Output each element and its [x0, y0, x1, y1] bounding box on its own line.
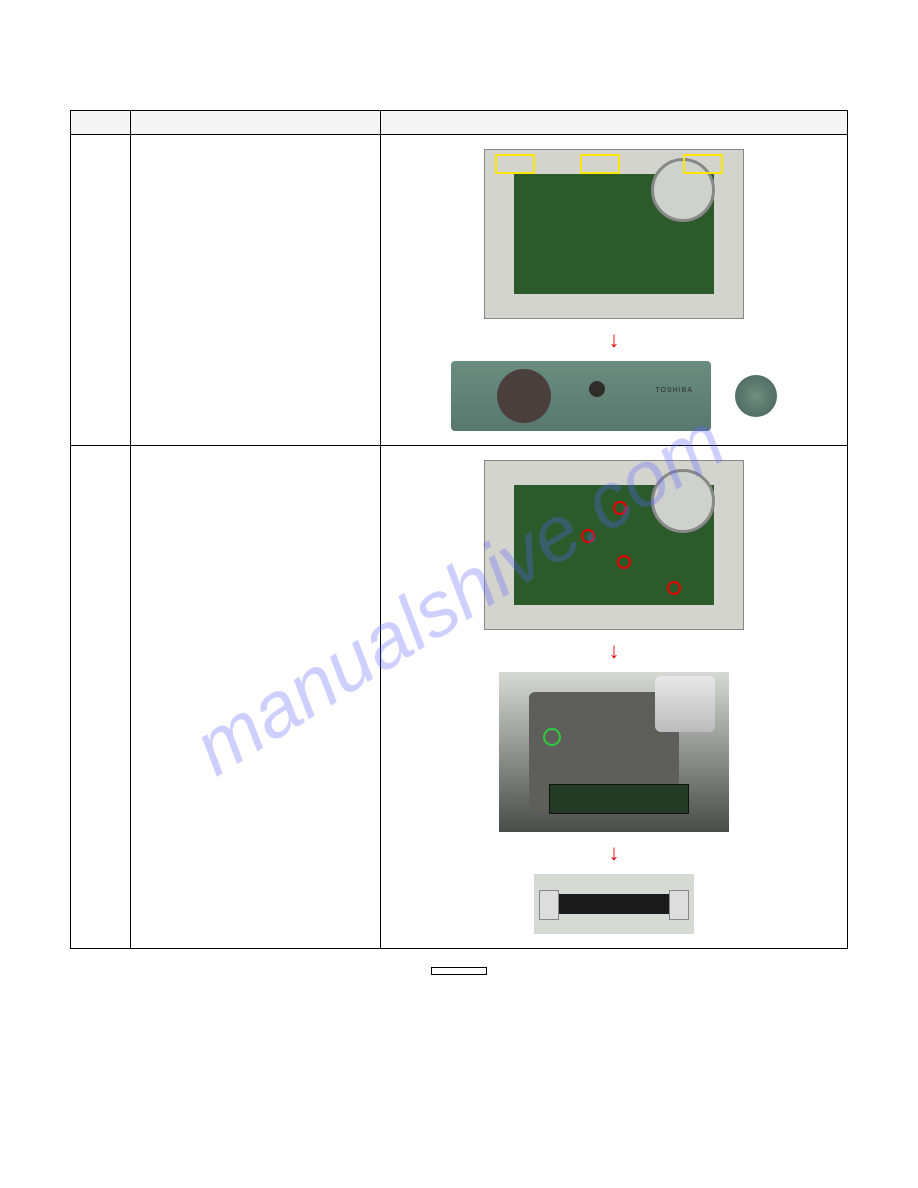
- step-cell: [71, 135, 131, 446]
- image-cell: ↓ TOSHIBA: [381, 135, 848, 446]
- photo-ir-cap: [735, 375, 777, 417]
- highlight-box-icon: [495, 154, 535, 174]
- highlight-box-icon: [580, 154, 620, 174]
- table-row: ↓ TOSHIBA: [71, 135, 848, 446]
- table-row: ↓ ↓: [71, 446, 848, 949]
- desc-cell: [131, 446, 381, 949]
- photo-front-panel: TOSHIBA: [451, 361, 711, 431]
- step-cell: [71, 446, 131, 949]
- image-cell: ↓ ↓: [381, 446, 848, 949]
- col-image-header: [381, 111, 848, 135]
- photo-optical-engine: [499, 672, 729, 832]
- screw-circle-icon: [617, 555, 631, 569]
- col-step-header: [71, 111, 131, 135]
- col-desc-header: [131, 111, 381, 135]
- arrow-down-icon: ↓: [609, 640, 620, 662]
- connector-circle-icon: [543, 728, 561, 746]
- screw-circle-icon: [581, 529, 595, 543]
- arrow-down-icon: ↓: [609, 329, 620, 351]
- desc-cell: [131, 135, 381, 446]
- photo-main-board-top: [484, 149, 744, 319]
- panel-brand-label: TOSHIBA: [655, 387, 693, 394]
- disassembly-table: ↓ TOSHIBA: [70, 110, 848, 949]
- highlight-box-icon: [683, 154, 723, 174]
- screw-circle-icon: [613, 501, 627, 515]
- photo-main-board-screws: [484, 460, 744, 630]
- page-number: [431, 967, 487, 975]
- screw-circle-icon: [667, 581, 681, 595]
- photo-wire-harness: [534, 874, 694, 934]
- arrow-down-icon: ↓: [609, 842, 620, 864]
